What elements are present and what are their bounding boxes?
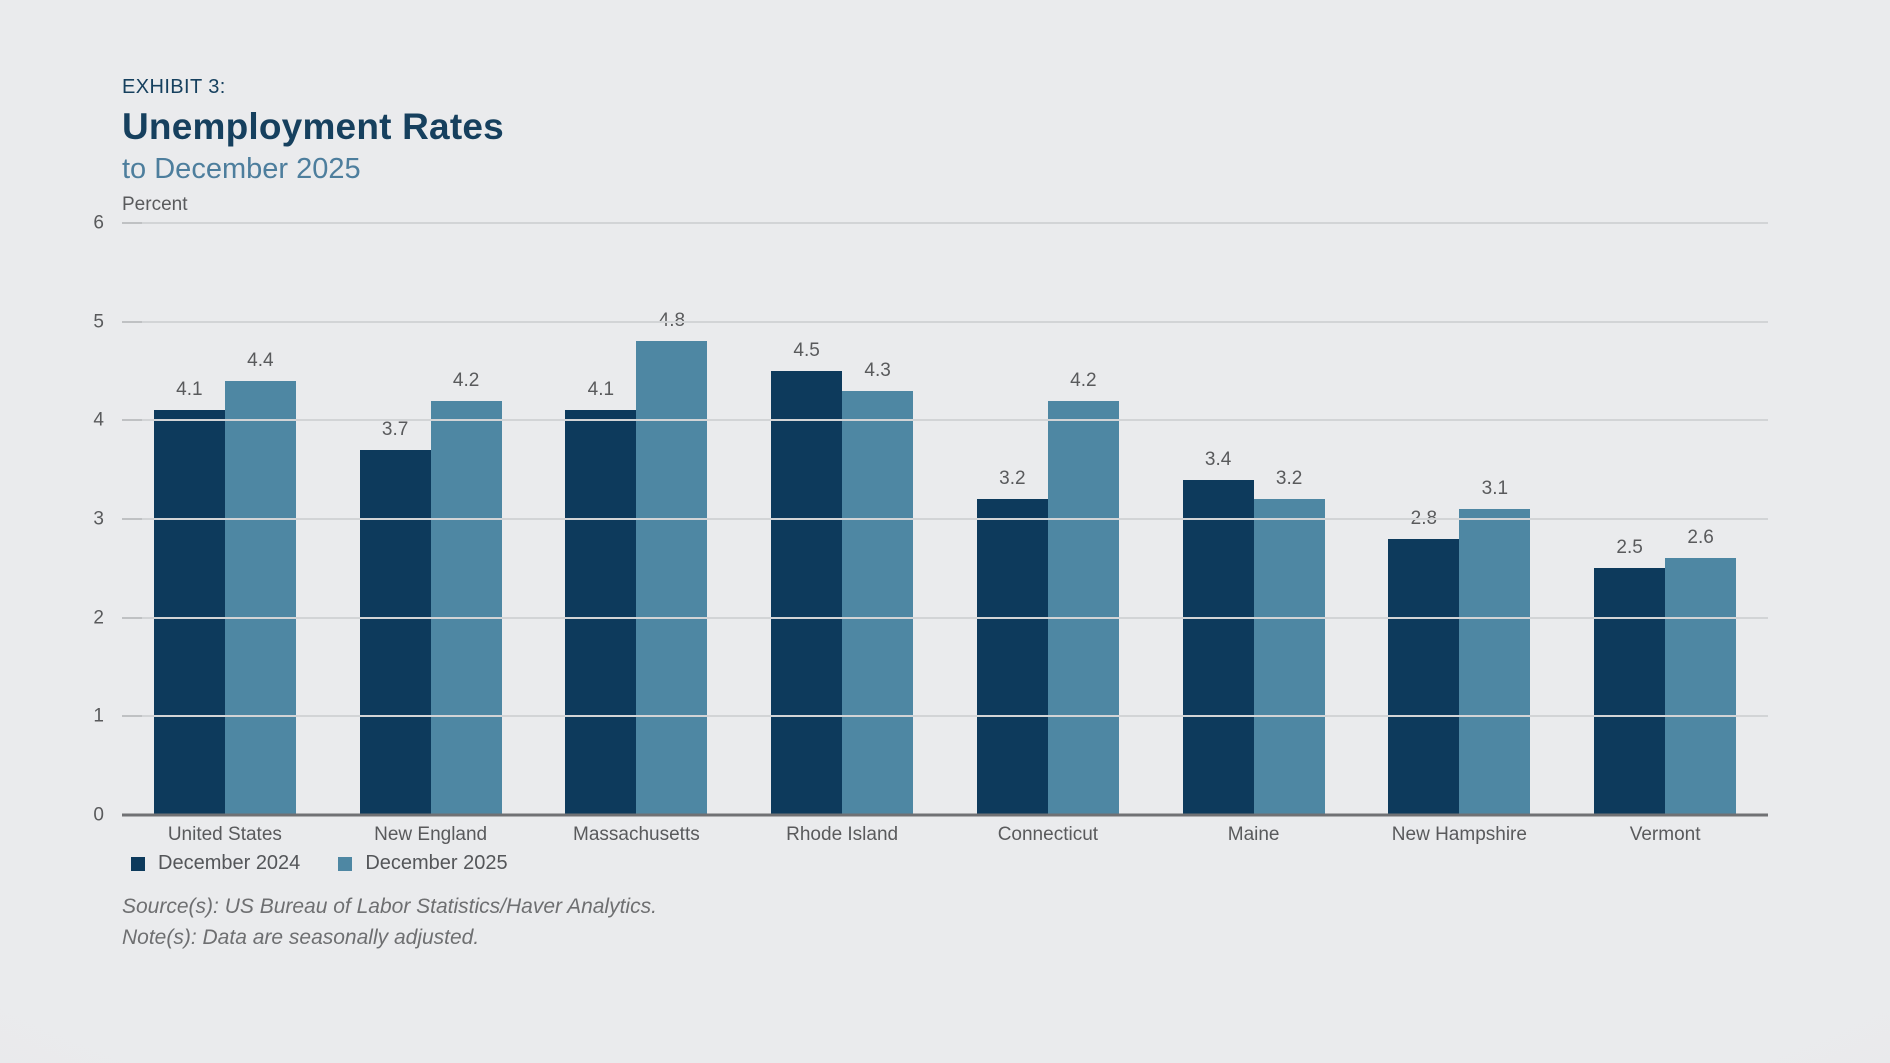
bar-value-label: 3.4: [1204, 448, 1232, 470]
bar-group: 4.1 4.4: [122, 223, 328, 815]
y-axis-tick-label: 2: [93, 607, 104, 629]
footnotes: Source(s): US Bureau of Labor Statistics…: [122, 891, 657, 953]
x-axis-line: [122, 813, 1768, 817]
chart-subtitle: to December 2025: [122, 153, 361, 185]
gridline: [122, 320, 1768, 323]
bar-fill: [1388, 538, 1460, 815]
bar-december-2025: 2.6: [1665, 527, 1737, 815]
y-axis-tick-label: 3: [93, 508, 104, 530]
bar-value-label: 4.1: [176, 379, 203, 401]
bar-group: 2.8 3.1: [1357, 223, 1563, 815]
bar-fill: [1047, 400, 1119, 815]
gridline: [122, 715, 1768, 718]
y-axis-tick-label: 5: [93, 311, 104, 333]
bar-december-2024: 3.7: [359, 419, 431, 815]
bar-group: 2.5 2.6: [1562, 223, 1768, 815]
gridline: [122, 419, 1768, 422]
bar-december-2025: 4.2: [1047, 370, 1119, 815]
bar-value-label: 3.2: [999, 468, 1026, 490]
chart-title: Unemployment Rates: [122, 106, 504, 147]
x-axis-category-label: Maine: [1227, 824, 1280, 845]
y-axis-tick-label: 4: [93, 409, 104, 431]
bar-fill: [153, 410, 225, 815]
bar-group: 3.7 4.2: [328, 223, 534, 815]
bar-value-label: 3.2: [1275, 468, 1303, 490]
plot-area: 4.1 4.4 3.7 4.2 4.1 4.8 4.5 4.3 3.2 4.2 3.4 3.2 2.8 3…: [93, 214, 1768, 845]
bar-december-2025: 4.2: [430, 370, 502, 815]
bar-fill: [1594, 568, 1666, 815]
gridline: [122, 616, 1768, 619]
chart-header: EXHIBIT 3: Unemployment Rates to Decembe…: [122, 76, 504, 186]
x-axis-category-label: Massachusetts: [573, 824, 700, 845]
legend-swatch-icon: [131, 856, 145, 871]
bar-december-2025: 4.3: [842, 360, 914, 815]
legend-item: December 2025: [338, 852, 508, 875]
bar-value-label: 3.7: [381, 418, 409, 440]
source-note: Source(s): US Bureau of Labor Statistics…: [122, 895, 657, 918]
bar-fill: [1253, 499, 1325, 815]
bar-group: 3.4 3.2: [1151, 223, 1357, 815]
bar-december-2024: 4.1: [153, 379, 225, 815]
bar-value-label: 4.4: [247, 349, 274, 371]
bar-december-2025: 3.2: [1253, 468, 1325, 815]
bar-groups: 4.1 4.4 3.7 4.2 4.1 4.8 4.5 4.3 3.2 4.2 3.4 3.2 2.8 3…: [122, 223, 1768, 815]
bar-fill: [636, 341, 708, 815]
legend-item: December 2024: [131, 852, 300, 875]
bar-value-label: 4.1: [587, 379, 615, 401]
bar-december-2025: 3.1: [1459, 478, 1531, 815]
bar-december-2025: 4.8: [636, 310, 708, 815]
x-axis-category-label: Connecticut: [997, 824, 1099, 845]
bar-fill: [976, 499, 1048, 815]
y-axis-tick-label: 0: [93, 804, 104, 826]
gridline: [122, 518, 1768, 520]
bar-fill: [359, 449, 431, 815]
bar-december-2024: 4.1: [565, 379, 637, 815]
chart-legend: December 2024 December 2025: [131, 852, 508, 875]
bar-fill: [842, 390, 914, 815]
bar-fill: [430, 400, 502, 815]
bar-value-label: 4.5: [793, 340, 820, 361]
y-axis-tick-label: 1: [93, 705, 104, 727]
bar-december-2024: 2.8: [1388, 508, 1460, 815]
bar-december-2024: 3.2: [976, 468, 1048, 815]
bar-value-label: 4.2: [452, 369, 480, 391]
bar-value-label: 4.2: [1070, 369, 1097, 391]
bar-value-label: 2.5: [1616, 537, 1643, 559]
bar-fill: [1459, 509, 1531, 815]
data-note: Note(s): Data are seasonally adjusted.: [122, 926, 480, 949]
legend-label: December 2024: [158, 852, 301, 874]
x-axis-labels: United States New England Massachusetts Rho…: [122, 824, 1768, 846]
y-axis-tick-label: 6: [93, 212, 104, 234]
y-axis-unit-label: Percent: [122, 194, 188, 215]
legend-swatch-icon: [338, 856, 353, 871]
bar-fill: [565, 410, 637, 815]
bar-december-2024: 3.4: [1182, 449, 1254, 815]
bar-value-label: 4.3: [864, 359, 891, 381]
exhibit-label: EXHIBIT 3:: [122, 76, 226, 98]
bar-december-2024: 2.5: [1594, 537, 1666, 815]
x-axis-category-label: New Hampshire: [1391, 824, 1527, 845]
x-axis-category-label: Rhode Island: [786, 824, 899, 845]
bar-fill: [1182, 479, 1254, 815]
bar-fill: [771, 371, 843, 815]
x-axis-category-label: Vermont: [1629, 824, 1701, 845]
gridline: [122, 222, 1768, 224]
legend-label: December 2025: [365, 852, 508, 874]
bar-group: 3.2 4.2: [945, 223, 1151, 815]
bar-fill: [224, 380, 296, 815]
bar-fill: [1665, 558, 1737, 815]
bar-december-2024: 4.5: [771, 340, 843, 815]
x-axis-category-label: United States: [167, 824, 282, 845]
bar-value-label: 2.6: [1687, 527, 1714, 549]
bar-value-label: 3.1: [1481, 478, 1509, 500]
bar-group: 4.5 4.3: [739, 223, 945, 815]
x-axis-category-label: New England: [374, 824, 488, 845]
bar-december-2025: 4.4: [224, 350, 296, 815]
